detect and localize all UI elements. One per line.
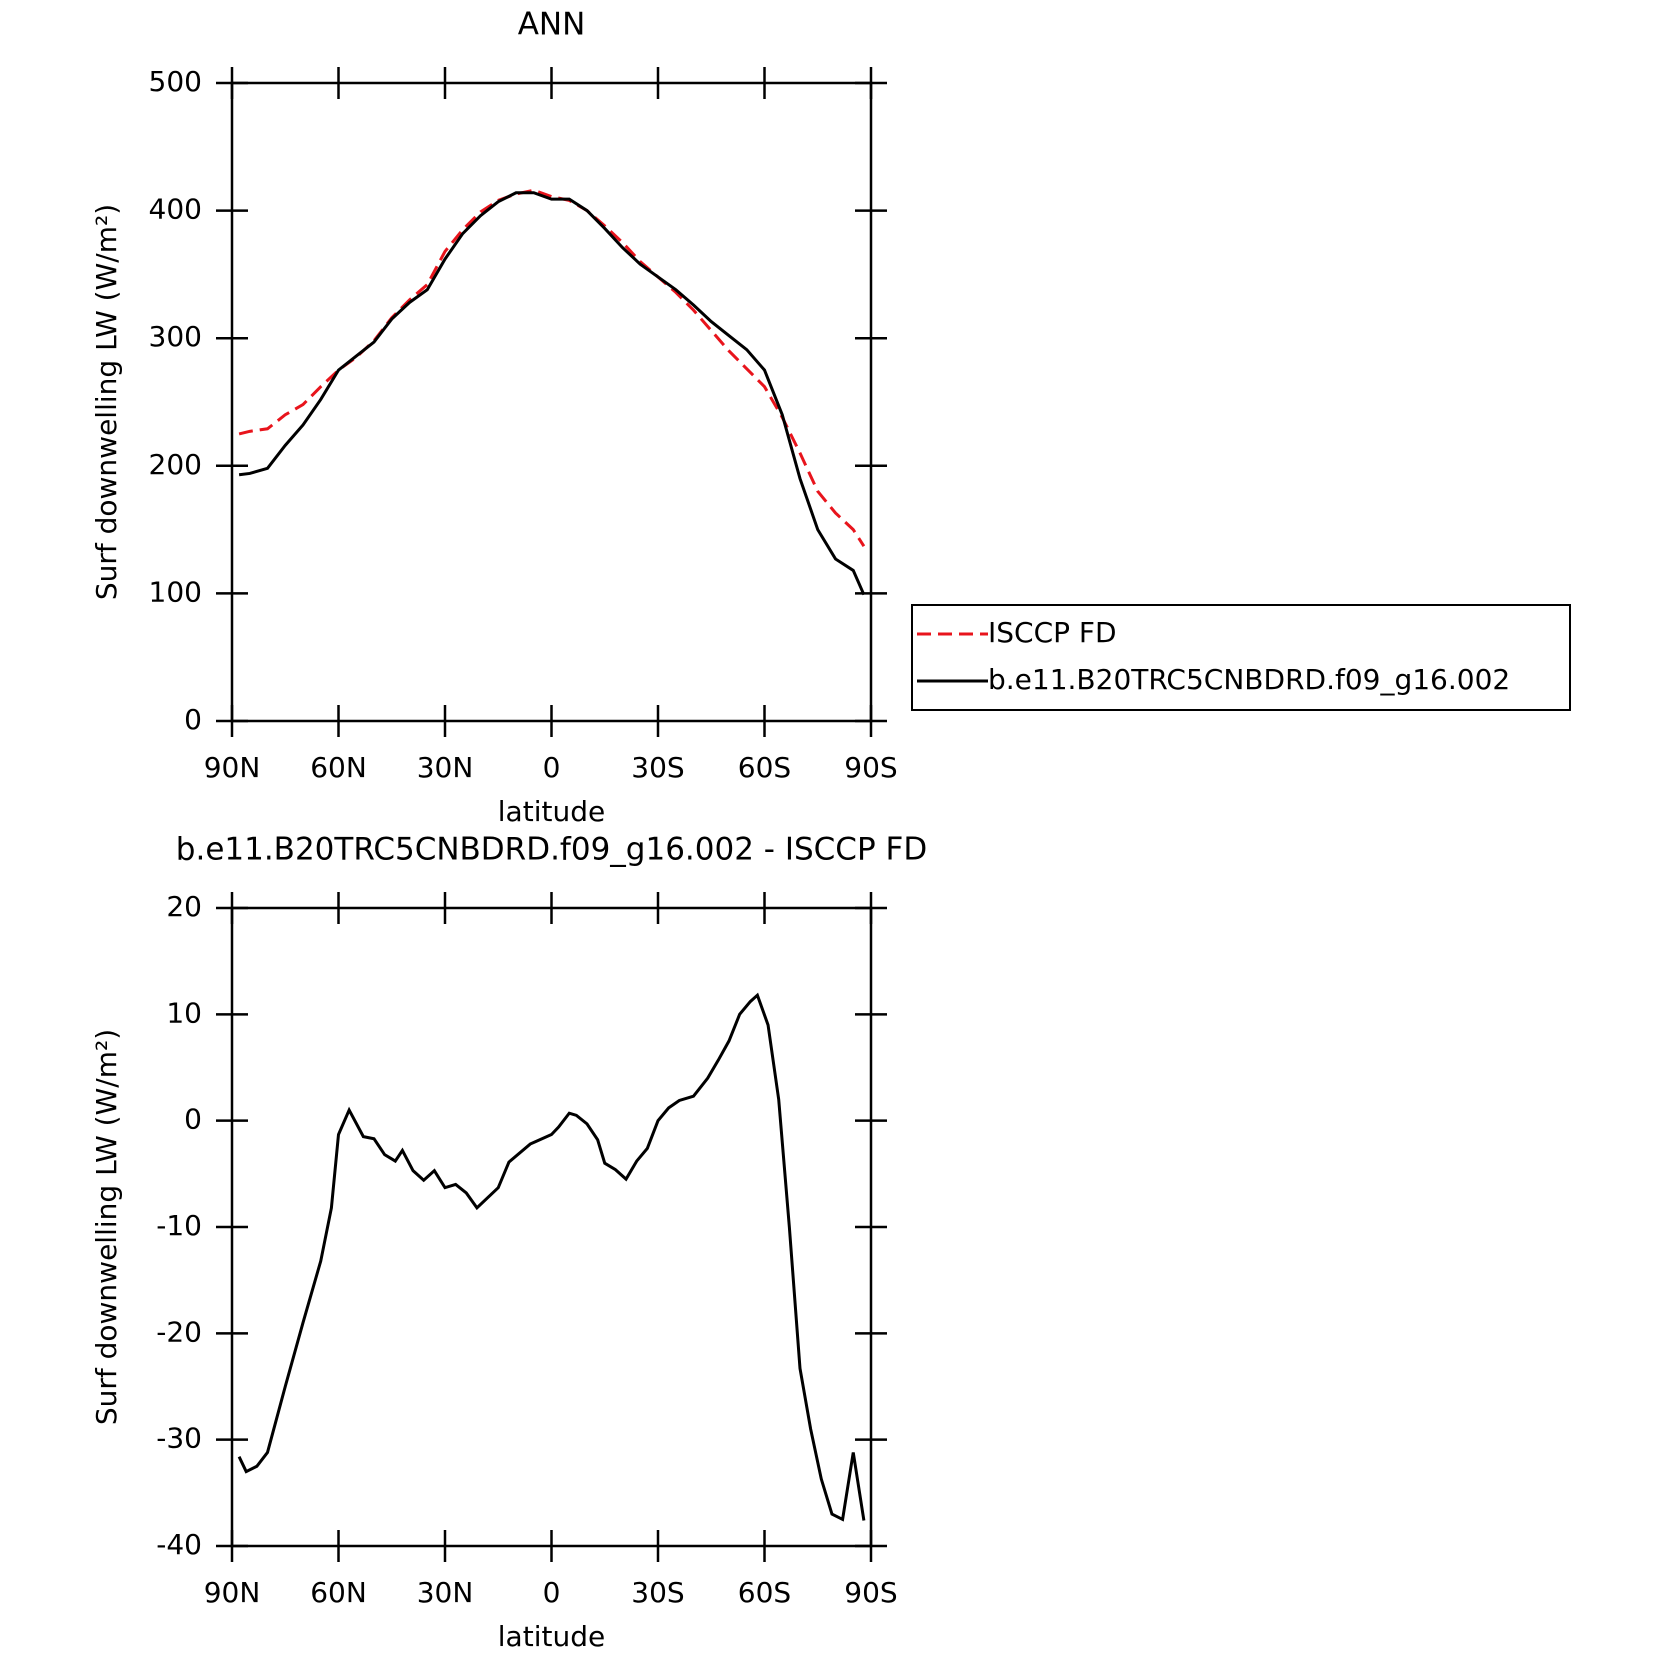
y-tick-label: 20 (166, 890, 202, 923)
plot-frame (230, 81, 873, 723)
legend-label: b.e11.B20TRC5CNBDRD.f09_g16.002 (988, 663, 1510, 696)
y-tick-label: 0 (184, 1103, 202, 1136)
y-axis-label: Surf downwelling LW (W/m²) (90, 204, 123, 600)
x-axis-label: latitude (498, 795, 605, 828)
x-tick-label: 90N (204, 1576, 261, 1609)
x-tick-label: 60N (310, 751, 367, 784)
y-axis-label: Surf downwelling LW (W/m²) (90, 1029, 123, 1425)
x-tick-label: 60N (310, 1576, 367, 1609)
data-line (238, 188, 866, 547)
y-tick-label: -40 (156, 1528, 202, 1561)
y-tick-label: 100 (149, 575, 202, 608)
x-tick-label: 90N (204, 751, 261, 784)
x-tick-label: 30S (631, 751, 684, 784)
y-tick-label: 0 (184, 703, 202, 736)
x-tick-label: 30N (417, 751, 474, 784)
y-tick-label: 500 (149, 65, 202, 98)
x-tick-label: 60S (738, 1576, 791, 1609)
legend-box (911, 604, 1571, 711)
chart-title: ANN (518, 7, 586, 43)
x-axis-label: latitude (498, 1620, 605, 1653)
x-tick-label: 60S (738, 751, 791, 784)
y-tick-label: 300 (149, 320, 202, 353)
x-tick-label: 90S (844, 751, 897, 784)
data-line (237, 992, 866, 1522)
legend-label: ISCCP FD (988, 616, 1117, 649)
y-tick-label: -30 (156, 1422, 202, 1455)
data-line (238, 191, 866, 596)
y-tick-label: 400 (149, 193, 202, 226)
y-tick-label: -10 (156, 1209, 202, 1242)
chart-title: b.e11.B20TRC5CNBDRD.f09_g16.002 - ISCCP … (176, 832, 927, 868)
x-tick-label: 30N (417, 1576, 474, 1609)
x-tick-label: 0 (543, 751, 561, 784)
y-tick-label: 200 (149, 448, 202, 481)
x-tick-label: 90S (844, 1576, 897, 1609)
x-tick-label: 30S (631, 1576, 684, 1609)
y-tick-label: 10 (166, 996, 202, 1029)
y-tick-label: -20 (156, 1315, 202, 1348)
x-tick-label: 0 (543, 1576, 561, 1609)
